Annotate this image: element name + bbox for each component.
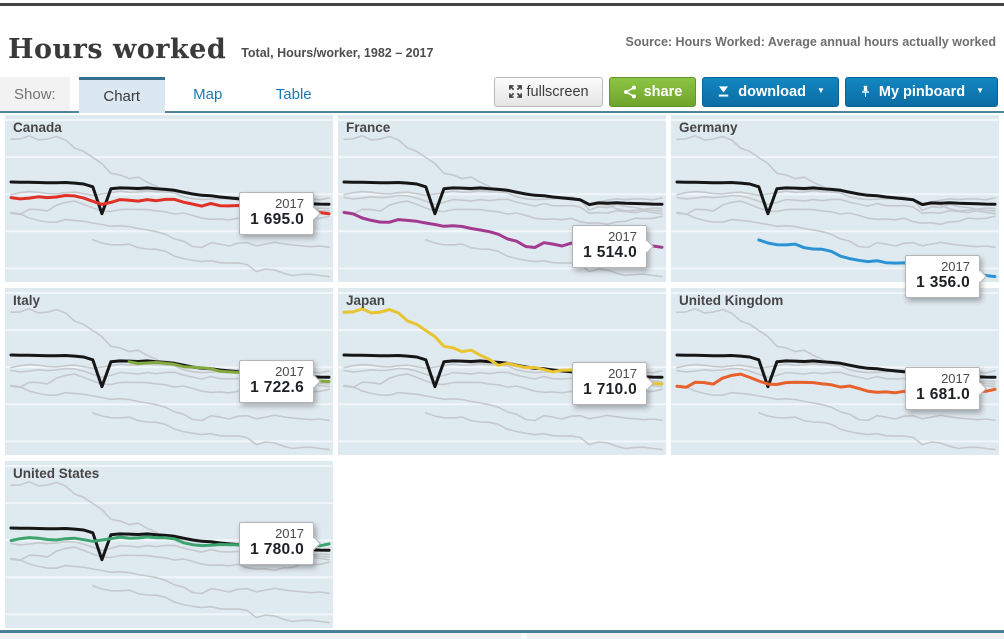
page-subtitle: Total, Hours/worker, 1982 – 2017	[241, 46, 434, 60]
caret-down-icon: ▼	[816, 86, 825, 95]
callout-value: 1 722.6	[250, 379, 304, 396]
tab-map[interactable]: Map	[193, 85, 223, 103]
share-label: share	[643, 83, 683, 100]
download-label: download	[738, 83, 806, 100]
value-callout: 2017 1 695.0	[239, 192, 321, 235]
value-callout: 2017 1 780.0	[239, 522, 321, 565]
value-callout: 2017 1 356.0	[905, 255, 987, 298]
callout-value: 1 780.0	[250, 541, 304, 558]
share-button[interactable]: share	[608, 76, 697, 107]
value-callout: 2017 1 514.0	[572, 225, 654, 268]
bottom-divider	[0, 630, 1004, 633]
panel-title: Canada	[13, 120, 62, 135]
fullscreen-label: fullscreen	[526, 83, 589, 100]
panel-title: Japan	[346, 293, 386, 308]
page-title: Hours worked	[8, 34, 227, 65]
value-callout: 2017 1 681.0	[905, 367, 987, 410]
callout-year: 2017	[275, 526, 304, 541]
chart-panel-japan[interactable]: Japan 2017 1 710.0	[338, 288, 666, 455]
callout-year: 2017	[275, 364, 304, 379]
view-toolbar: Show: Chart Map Table fullscreen share d…	[0, 76, 1004, 113]
share-icon	[623, 85, 636, 98]
panel-title: United Kingdom	[679, 293, 784, 308]
pin-icon	[861, 85, 869, 97]
pinboard-label: My pinboard	[878, 83, 966, 100]
top-divider	[0, 3, 1004, 6]
chart-panel-canada[interactable]: Canada 2017 1 695.0	[5, 115, 333, 282]
panel-title: United States	[13, 466, 100, 481]
chart-panel-germany[interactable]: Germany 2017 1 356.0	[671, 115, 999, 298]
callout-year: 2017	[608, 366, 637, 381]
callout-value: 1 695.0	[250, 211, 304, 228]
toolbar-buttons: fullscreen share download ▼ My pinboard …	[493, 76, 998, 107]
download-button[interactable]: download ▼	[702, 76, 839, 107]
small-multiples-grid: Canada 2017 1 695.0 France 2017 1 514.0 …	[5, 115, 1004, 628]
value-callout: 2017 1 710.0	[572, 362, 654, 405]
show-label: Show:	[0, 77, 70, 111]
chart-panel-united-states[interactable]: United States 2017 1 780.0	[5, 461, 333, 628]
panel-title: France	[346, 120, 391, 135]
my-pinboard-button[interactable]: My pinboard ▼	[844, 76, 998, 107]
download-icon	[719, 86, 729, 97]
value-callout: 2017 1 722.6	[239, 360, 321, 403]
fullscreen-button[interactable]: fullscreen	[493, 76, 603, 107]
callout-value: 1 356.0	[916, 274, 970, 291]
fullscreen-icon	[508, 85, 522, 98]
panel-title: Italy	[13, 293, 41, 308]
footer-strip	[0, 633, 1004, 639]
tab-table[interactable]: Table	[275, 85, 312, 103]
chart-panel-france[interactable]: France 2017 1 514.0	[338, 115, 666, 282]
callout-value: 1 514.0	[583, 244, 637, 261]
callout-value: 1 681.0	[916, 386, 970, 403]
source-label: Source: Hours Worked: Average annual hou…	[625, 35, 996, 49]
header: Hours worked Total, Hours/worker, 1982 –…	[0, 6, 1004, 77]
callout-year: 2017	[275, 196, 304, 211]
tab-chart[interactable]: Chart	[78, 77, 165, 113]
callout-value: 1 710.0	[583, 381, 637, 398]
callout-year: 2017	[941, 259, 970, 274]
panel-title: Germany	[679, 120, 738, 135]
callout-year: 2017	[608, 229, 637, 244]
chart-panel-united-kingdom[interactable]: United Kingdom 2017 1 681.0	[671, 288, 999, 455]
caret-down-icon: ▼	[976, 86, 984, 95]
chart-panel-italy[interactable]: Italy 2017 1 722.6	[5, 288, 333, 455]
callout-year: 2017	[941, 371, 970, 386]
footer-column-gap	[521, 633, 527, 639]
